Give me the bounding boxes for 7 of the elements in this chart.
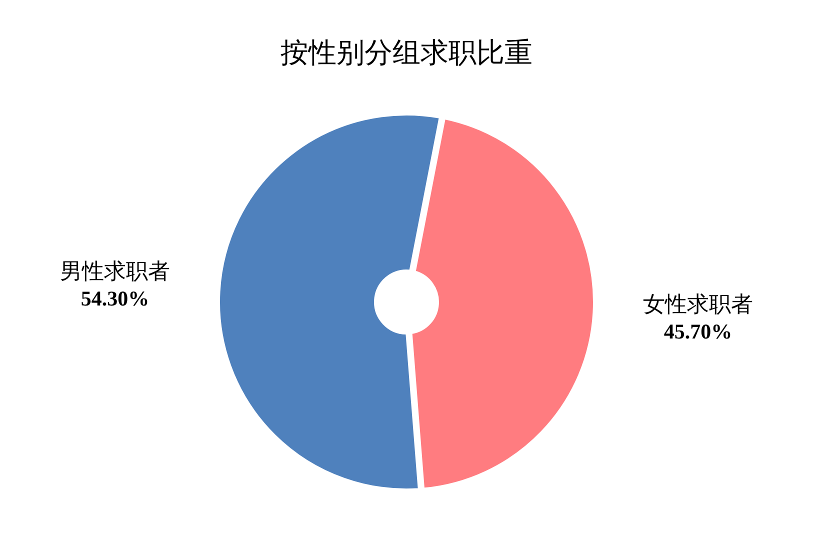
donut-slice bbox=[411, 118, 594, 489]
slice-label: 女性求职者 bbox=[643, 291, 754, 316]
chart-title: 按性别分组求职比重 bbox=[280, 38, 532, 69]
data-label: 54.30% bbox=[80, 286, 150, 311]
data-label: 45.70% bbox=[664, 319, 732, 344]
slice-label: 男性求职者 bbox=[60, 258, 170, 284]
donut-slice bbox=[219, 114, 440, 490]
